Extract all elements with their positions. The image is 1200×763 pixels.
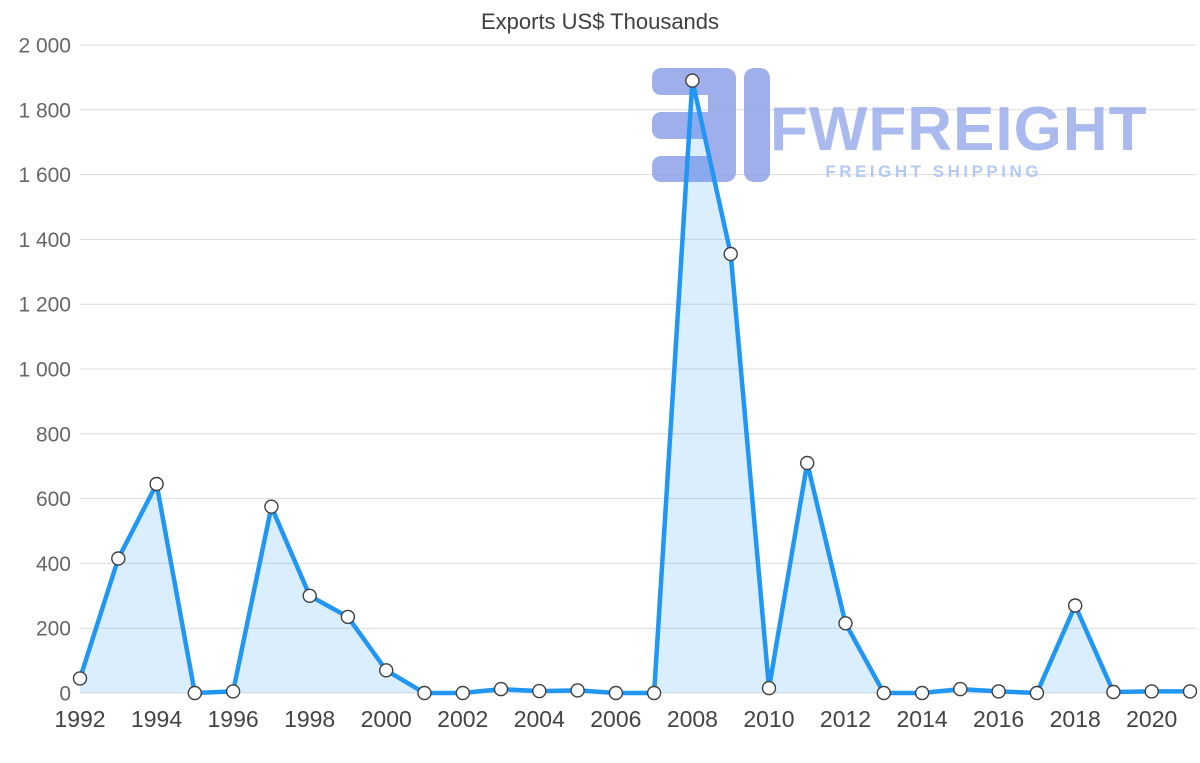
data-point [187, 685, 203, 701]
chart-title: Exports US$ Thousands [480, 9, 720, 34]
data-point [1106, 684, 1121, 700]
x-axis-tick: 1992 [54, 706, 105, 732]
data-point [225, 684, 241, 699]
y-axis-tick: 200 [36, 618, 71, 641]
data-point [646, 685, 662, 701]
x-axis-tick: 2014 [896, 706, 947, 732]
data-point [608, 685, 624, 701]
data-point [1067, 598, 1083, 613]
data-point [149, 476, 164, 492]
data-point [72, 671, 88, 686]
y-axis-ticks: 0 200 400 600 800 1 000 1 200 1 400 1 600 1 800 2 … [18, 35, 71, 706]
data-point [838, 616, 853, 631]
y-axis-tick: 2 000 [18, 35, 71, 58]
x-axis-tick: 1994 [131, 706, 182, 732]
x-axis-tick: 2020 [1126, 706, 1177, 732]
data-point [914, 685, 930, 701]
data-point [340, 609, 356, 625]
y-axis-tick: 1 600 [18, 164, 71, 187]
x-axis-tick: 2016 [973, 706, 1024, 732]
data-point [953, 681, 968, 697]
data-point [111, 551, 126, 566]
data-point [800, 455, 815, 471]
x-axis-ticks: 1992 1994 1996 1998 2000 2002 2004 2006 2008 2010… [54, 706, 1177, 732]
data-point [761, 680, 777, 696]
data-point [876, 685, 891, 701]
x-axis-tick: 2010 [743, 706, 794, 732]
x-axis-tick: 2018 [1050, 706, 1101, 732]
data-point [723, 246, 738, 262]
y-axis-tick: 0 [59, 683, 71, 706]
y-axis-tick: 1 400 [18, 229, 71, 252]
y-axis-tick: 600 [36, 488, 71, 511]
data-point [570, 683, 585, 698]
area-fill [80, 80, 1190, 694]
data-point [991, 684, 1006, 699]
y-axis-tick: 1 000 [18, 359, 71, 382]
gridlines [80, 44, 1197, 694]
data-point [1144, 684, 1159, 699]
x-axis-tick: 2006 [590, 706, 641, 732]
x-axis-tick: 1998 [284, 706, 335, 732]
data-point [379, 663, 394, 678]
x-axis-tick: 2000 [361, 706, 412, 732]
watermark-tagline: FREIGHT SHIPPING [825, 162, 1042, 181]
x-axis-tick: 1996 [208, 706, 259, 732]
data-point [685, 73, 700, 88]
data-point [264, 499, 279, 514]
data-point [302, 588, 317, 603]
data-point [1182, 684, 1198, 699]
y-axis-tick: 1 200 [18, 294, 71, 317]
y-axis-tick: 1 800 [18, 99, 71, 122]
x-axis-tick: 2008 [667, 706, 718, 732]
watermark-brand: FWFREIGHT [770, 95, 1148, 164]
y-axis-tick: 800 [36, 423, 71, 446]
data-point [1029, 685, 1045, 701]
x-axis-tick: 2002 [437, 706, 488, 732]
data-points [72, 73, 1198, 701]
data-point [417, 685, 432, 701]
data-point [493, 681, 509, 697]
data-point [532, 683, 547, 699]
x-axis-tick: 2004 [514, 706, 565, 732]
y-axis-tick: 400 [36, 553, 71, 576]
x-axis-tick: 2012 [820, 706, 871, 732]
data-point [455, 685, 470, 701]
